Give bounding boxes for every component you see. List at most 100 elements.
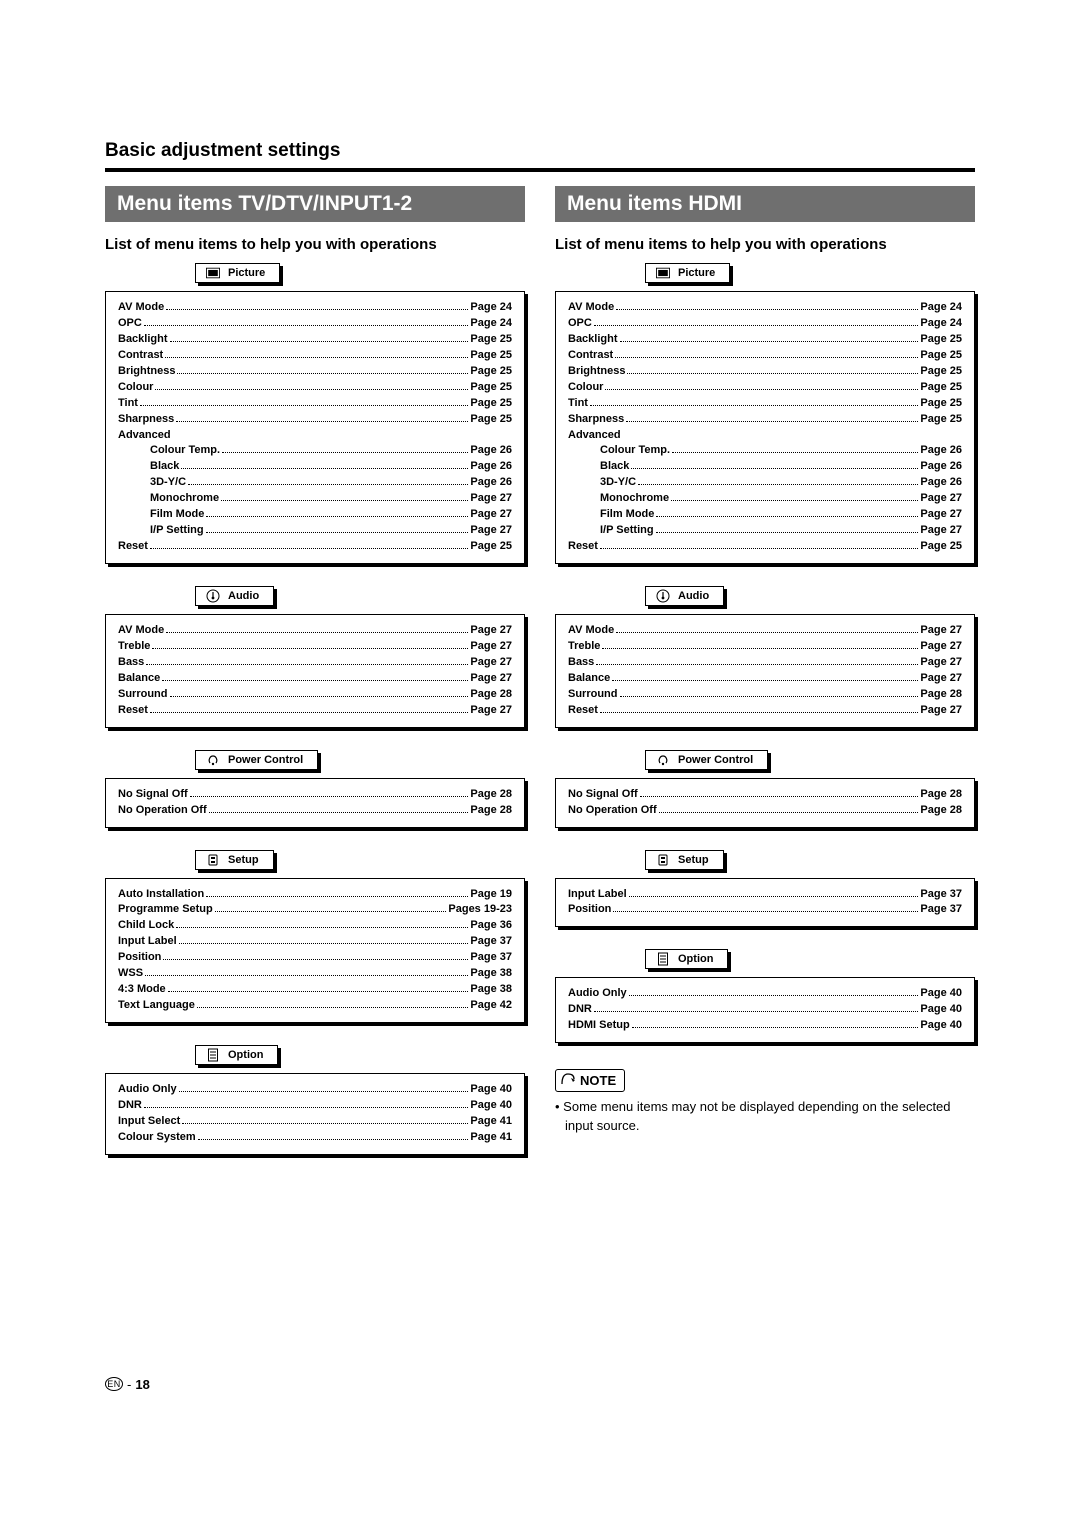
toc-row: BacklightPage 25 [118, 332, 512, 348]
toc-page: Page 27 [470, 655, 512, 671]
toc-label: Contrast [118, 348, 163, 364]
toc-label: Sharpness [568, 412, 624, 428]
toc-leader [198, 1139, 469, 1140]
toc-row: Advanced [118, 428, 512, 444]
toc-label: Balance [118, 671, 160, 687]
toc-row: ContrastPage 25 [118, 348, 512, 364]
toc-row: TreblePage 27 [568, 639, 962, 655]
toc-page: Page 24 [470, 316, 512, 332]
toc-row: HDMI SetupPage 40 [568, 1018, 962, 1034]
toc-label: Input Label [568, 887, 627, 903]
toc-row: ResetPage 25 [568, 539, 962, 555]
toc-leader [177, 373, 468, 374]
toc-leader [594, 1011, 919, 1012]
toc-label: Contrast [568, 348, 613, 364]
toc-label: Brightness [118, 364, 175, 380]
toc-label: HDMI Setup [568, 1018, 630, 1034]
audio-icon [656, 590, 670, 602]
listing-box: Audio OnlyPage 40DNRPage 40HDMI SetupPag… [555, 977, 975, 1043]
toc-leader [162, 680, 468, 681]
toc-leader [206, 896, 468, 897]
toc-leader [197, 1007, 469, 1008]
toc-label: Input Select [118, 1114, 180, 1130]
toc-row: OPCPage 24 [568, 316, 962, 332]
toc-row: TreblePage 27 [118, 639, 512, 655]
toc-leader [616, 632, 918, 633]
toc-leader [188, 484, 468, 485]
toc-page: Page 27 [470, 639, 512, 655]
toc-label: AV Mode [568, 300, 614, 316]
toc-row: No Operation OffPage 28 [118, 803, 512, 819]
toc-page: Page 25 [470, 380, 512, 396]
toc-row: Colour SystemPage 41 [118, 1130, 512, 1146]
toc-label: Position [568, 902, 611, 918]
toc-page: Page 40 [470, 1082, 512, 1098]
toc-leader [671, 500, 918, 501]
toc-page: Page 27 [920, 523, 962, 539]
note-icon [560, 1072, 576, 1089]
toc-label: OPC [568, 316, 592, 332]
toc-row: AV ModePage 24 [118, 300, 512, 316]
toc-leader [206, 516, 468, 517]
toc-page: Page 27 [920, 655, 962, 671]
toc-row: I/P SettingPage 27 [118, 523, 512, 539]
toc-page: Page 25 [470, 332, 512, 348]
toc-page: Page 25 [920, 364, 962, 380]
toc-leader [209, 812, 469, 813]
toc-leader [615, 357, 918, 358]
toc-label: AV Mode [118, 300, 164, 316]
toc-label: 4:3 Mode [118, 982, 166, 998]
toc-page: Pages 19-23 [448, 902, 512, 918]
listing-box: Auto InstallationPage 19Programme SetupP… [105, 878, 525, 1024]
toc-row: PositionPage 37 [568, 902, 962, 918]
toc-leader [179, 1091, 469, 1092]
toc-leader [168, 991, 469, 992]
toc-row: Film ModePage 27 [568, 507, 962, 523]
toc-leader [629, 896, 919, 897]
toc-leader [155, 389, 468, 390]
toc-row: DNRPage 40 [568, 1002, 962, 1018]
listing-box: Input LabelPage 37PositionPage 37 [555, 878, 975, 928]
toc-page: Page 25 [920, 348, 962, 364]
toc-row: DNRPage 40 [118, 1098, 512, 1114]
toc-leader [602, 648, 918, 649]
toc-page: Page 25 [920, 332, 962, 348]
toc-page: Page 26 [470, 475, 512, 491]
toc-row: No Signal OffPage 28 [568, 787, 962, 803]
toc-label: Reset [118, 539, 148, 555]
toc-row: BassPage 27 [118, 655, 512, 671]
toc-label: Child Lock [118, 918, 174, 934]
toc-leader [221, 500, 468, 501]
toc-page: Page 28 [920, 687, 962, 703]
column-banner: Menu items TV/DTV/INPUT1-2 [105, 186, 525, 222]
toc-page: Page 27 [470, 703, 512, 719]
toc-row: BacklightPage 25 [568, 332, 962, 348]
toc-row: BlackPage 26 [568, 459, 962, 475]
toc-page: Page 19 [470, 887, 512, 903]
toc-row: AV ModePage 27 [568, 623, 962, 639]
category-title: Power Control [228, 754, 303, 766]
toc-row: SurroundPage 28 [118, 687, 512, 703]
toc-label: I/P Setting [568, 523, 654, 539]
toc-leader [222, 452, 468, 453]
toc-page: Page 28 [470, 687, 512, 703]
category-title: Option [228, 1049, 263, 1061]
toc-leader [629, 995, 919, 996]
option-icon [206, 1049, 220, 1061]
listing-box: No Signal OffPage 28No Operation OffPage… [105, 778, 525, 828]
toc-leader [166, 632, 468, 633]
toc-page: Page 27 [920, 671, 962, 687]
toc-page: Page 38 [470, 982, 512, 998]
category-title: Option [678, 953, 713, 965]
toc-leader [656, 532, 919, 533]
toc-page: Page 27 [470, 523, 512, 539]
toc-page: Page 27 [470, 507, 512, 523]
section-title: Basic adjustment settings [105, 140, 975, 162]
listing-box: AV ModePage 27TreblePage 27BassPage 27Ba… [105, 614, 525, 728]
listing-box: AV ModePage 24OPCPage 24BacklightPage 25… [555, 291, 975, 564]
toc-label: 3D-Y/C [118, 475, 186, 491]
toc-page: Page 26 [470, 443, 512, 459]
category-tab: Option [645, 949, 728, 969]
toc-label: Brightness [568, 364, 625, 380]
toc-row: AV ModePage 24 [568, 300, 962, 316]
